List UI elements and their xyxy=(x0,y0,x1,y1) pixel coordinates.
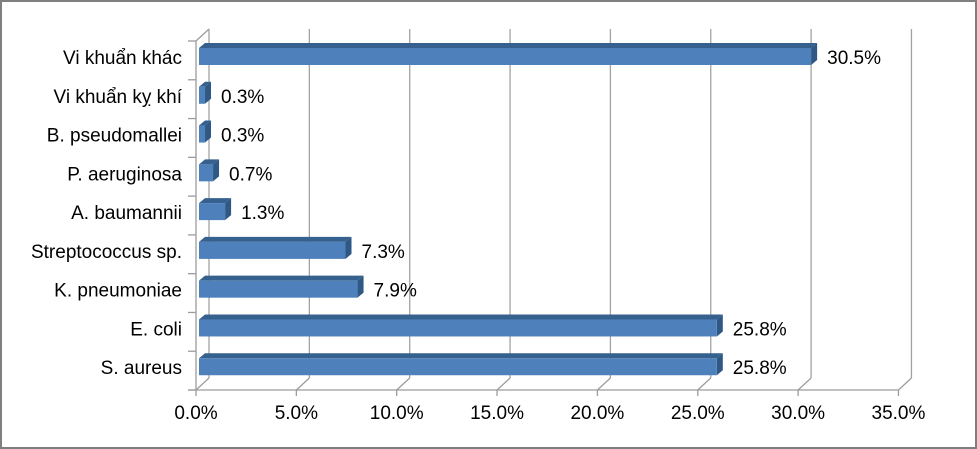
bar-end-face xyxy=(345,236,352,259)
x-tick-label: 25.0% xyxy=(671,403,725,424)
bar-end-face xyxy=(811,43,818,65)
bar-end-face xyxy=(357,275,364,298)
x-tick-label: 10.0% xyxy=(370,403,424,424)
bar-front-face xyxy=(199,125,206,143)
value-label: 0.3% xyxy=(221,126,264,147)
bar-front-face xyxy=(199,280,358,298)
value-label: 0.3% xyxy=(221,87,264,108)
floor-depth-edge xyxy=(396,377,411,391)
bar-front-face xyxy=(199,164,214,182)
value-label: 7.3% xyxy=(362,242,405,263)
bar-top-face xyxy=(199,120,212,126)
category-label: E. coli xyxy=(130,319,182,340)
value-label: 1.3% xyxy=(241,203,284,224)
bar-top-face xyxy=(199,236,352,242)
floor-depth-edge xyxy=(697,377,712,391)
bar-top-face xyxy=(199,275,364,281)
floor-depth-edge xyxy=(797,377,812,391)
floor-depth-edge xyxy=(898,377,912,391)
x-tick-label: 0.0% xyxy=(174,403,217,424)
value-label: 7.9% xyxy=(374,281,417,302)
x-tick-label: 20.0% xyxy=(570,403,624,424)
category-label: A. baumannii xyxy=(71,203,182,224)
bar-top-face xyxy=(199,43,818,48)
value-label: 30.5% xyxy=(827,48,881,69)
bar-end-face xyxy=(205,81,212,104)
floor-depth-edge xyxy=(195,377,210,391)
floor-depth-edge xyxy=(496,377,511,391)
bar-end-face xyxy=(213,159,220,182)
bar-front-face xyxy=(199,319,717,337)
category-label: Vi khuẩn kỵ khí xyxy=(53,87,182,108)
x-tick-label: 35.0% xyxy=(872,403,926,424)
x-tick-label: 30.0% xyxy=(771,403,825,424)
bar-top-face xyxy=(199,198,232,204)
bar-front-face xyxy=(199,48,812,65)
bar-top-face xyxy=(199,353,723,359)
category-label: P. aeruginosa xyxy=(67,164,182,185)
category-label: B. pseudomallei xyxy=(47,126,182,147)
bar-end-face xyxy=(716,353,723,376)
category-label: Vi khuẩn khác xyxy=(63,48,182,69)
bar-front-face xyxy=(199,203,226,221)
wall-top-depth-edge xyxy=(195,28,210,42)
category-label: S. aureus xyxy=(101,358,182,379)
bar-end-face xyxy=(716,314,723,337)
category-label: Streptococcus sp. xyxy=(31,242,182,263)
bar-top-face xyxy=(199,314,723,320)
x-tick-label: 5.0% xyxy=(275,403,318,424)
bar-end-face xyxy=(225,198,232,221)
bar-front-face xyxy=(199,358,717,376)
bar-front-face xyxy=(199,241,346,259)
value-label: 25.8% xyxy=(733,358,787,379)
floor-depth-edge xyxy=(295,377,310,391)
bar-front-face xyxy=(199,86,206,104)
bar-end-face xyxy=(205,120,212,143)
bar-top-face xyxy=(199,159,220,165)
bar-top-face xyxy=(199,81,212,87)
value-label: 25.8% xyxy=(733,319,787,340)
floor-depth-edge xyxy=(596,377,611,391)
x-tick-label: 15.0% xyxy=(470,403,524,424)
value-label: 0.7% xyxy=(229,164,272,185)
category-label: K. pneumoniae xyxy=(54,281,182,302)
